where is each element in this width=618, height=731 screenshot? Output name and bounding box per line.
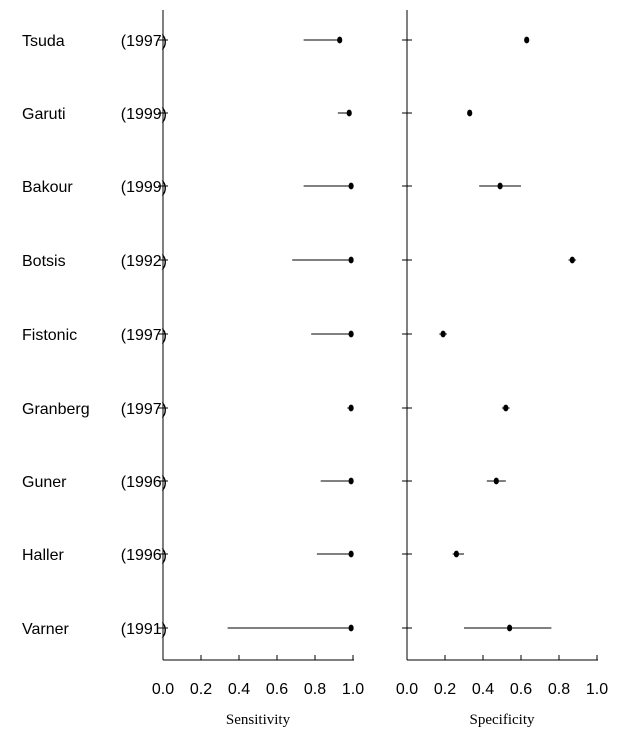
point-estimate bbox=[348, 182, 354, 190]
study-name: Garuti bbox=[22, 106, 66, 123]
study-year: (1999) bbox=[121, 179, 167, 196]
study-name: Fistonic bbox=[22, 327, 77, 344]
x-axis-label: Sensitivity bbox=[226, 712, 291, 728]
x-tick-label: 0.8 bbox=[548, 681, 570, 698]
point-estimate bbox=[503, 404, 509, 412]
point-estimate bbox=[493, 477, 499, 485]
point-estimate bbox=[440, 330, 446, 338]
study-year: (1997) bbox=[121, 327, 167, 344]
point-estimate bbox=[337, 36, 343, 44]
point-estimate bbox=[348, 550, 354, 558]
point-estimate bbox=[348, 477, 354, 485]
specificity-panel: 0.0 0.2 0.4 0.6 0.8 1.0 Specificity bbox=[396, 10, 608, 728]
x-tick-label: 0.0 bbox=[152, 681, 174, 698]
point-estimate bbox=[348, 624, 354, 632]
x-tick-label: 0.2 bbox=[190, 681, 212, 698]
point-estimate bbox=[453, 550, 459, 558]
point-estimate bbox=[348, 330, 354, 338]
point-estimate bbox=[569, 256, 575, 264]
point-estimate bbox=[497, 182, 503, 190]
study-name: Botsis bbox=[22, 253, 66, 270]
study-name: Guner bbox=[22, 474, 67, 491]
study-year: (1997) bbox=[121, 33, 167, 50]
study-year: (1991) bbox=[121, 621, 167, 638]
x-tick-label: 0.6 bbox=[510, 681, 532, 698]
x-tick-label: 0.4 bbox=[228, 681, 250, 698]
x-tick-label: 0.2 bbox=[434, 681, 456, 698]
point-estimate bbox=[346, 109, 352, 117]
study-name: Haller bbox=[22, 547, 64, 564]
study-name: Tsuda bbox=[22, 33, 65, 50]
x-tick-label: 0.8 bbox=[304, 681, 326, 698]
study-name: Varner bbox=[22, 621, 70, 638]
study-labels: Tsuda (1997) Garuti (1999) Bakour (1999) Botsi… bbox=[22, 33, 167, 638]
x-tick-label: 0.0 bbox=[396, 681, 418, 698]
point-estimate bbox=[507, 624, 513, 632]
x-tick-label: 0.4 bbox=[472, 681, 494, 698]
point-estimate bbox=[348, 256, 354, 264]
study-name: Bakour bbox=[22, 179, 73, 196]
x-axis-label: Specificity bbox=[470, 712, 535, 728]
study-year: (1997) bbox=[121, 401, 167, 418]
point-estimate bbox=[348, 404, 354, 412]
study-year: (1996) bbox=[121, 547, 167, 564]
study-name: Granberg bbox=[22, 401, 90, 418]
x-tick-label: 0.6 bbox=[266, 681, 288, 698]
x-tick-label: 1.0 bbox=[586, 681, 608, 698]
study-year: (1996) bbox=[121, 474, 167, 491]
study-year: (1999) bbox=[121, 106, 167, 123]
sensitivity-panel: 0.0 0.2 0.4 0.6 0.8 1.0 Sensitivity bbox=[152, 10, 364, 728]
x-tick-label: 1.0 bbox=[342, 681, 364, 698]
point-estimate bbox=[467, 109, 473, 117]
point-estimate bbox=[524, 36, 530, 44]
study-year: (1992) bbox=[121, 253, 167, 270]
